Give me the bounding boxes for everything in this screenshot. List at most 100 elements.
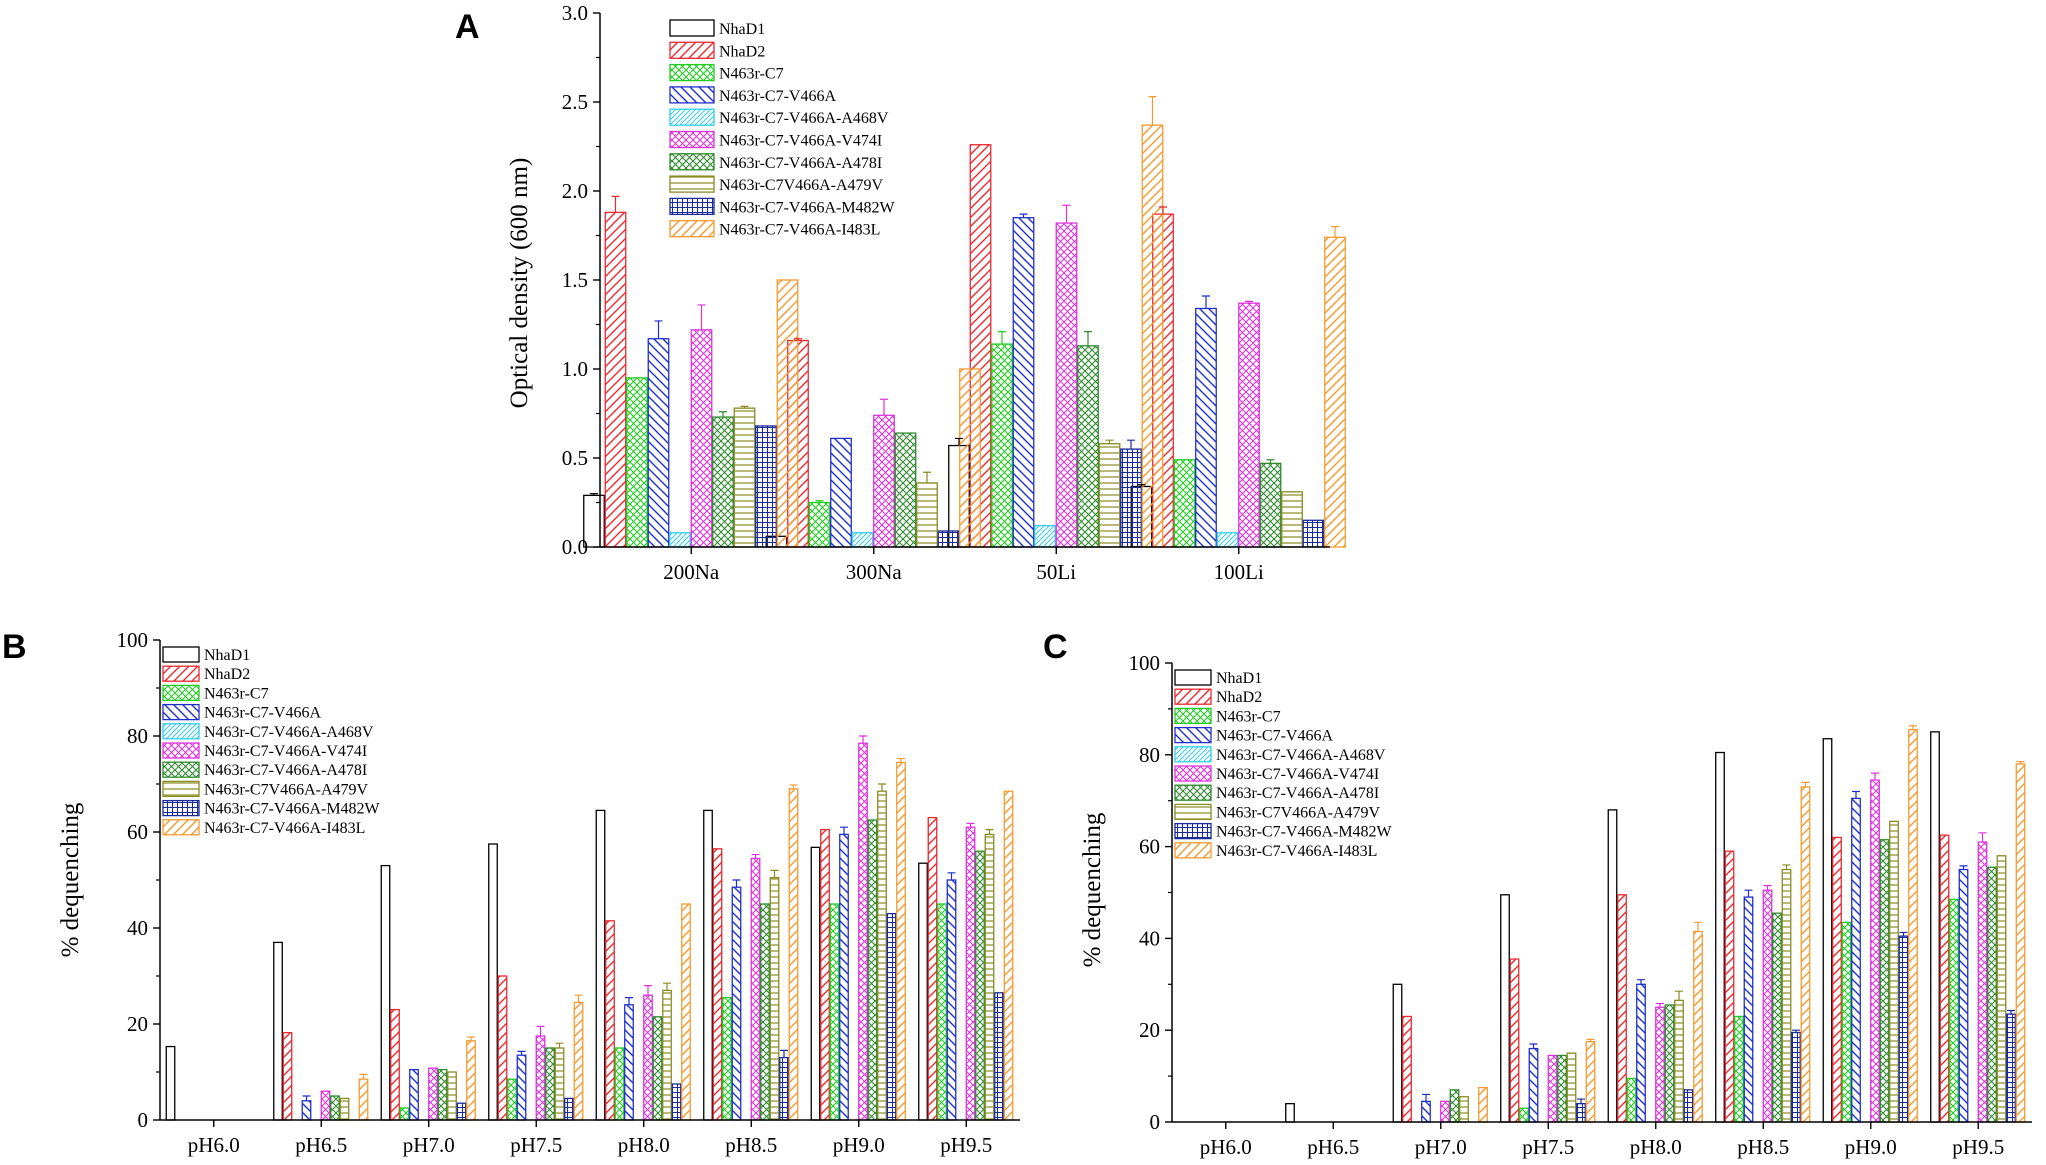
bar-c-pH8.0-s7 xyxy=(1674,999,1684,1123)
panel-b-chart: B % dequenching 0 20 40 60 80 100 pH6.0 pH6.5 pH… xyxy=(2,628,1020,1157)
y-tick-label: 100 xyxy=(117,628,149,652)
y-tick-label: 80 xyxy=(127,724,148,748)
panel-c-chart: C % dequenching 0 20 40 60 80 100 pH6.0 pH6.5 pH… xyxy=(1043,628,2032,1159)
legend-swatch-0 xyxy=(1174,669,1212,686)
error-bar-a-300Na-s5 xyxy=(880,398,888,416)
x-tick-label-pH8.0: pH8.0 xyxy=(1630,1135,1682,1159)
bar-c-pH8.0-s5 xyxy=(1655,1006,1665,1123)
legend-label-0: NhaD1 xyxy=(1216,670,1262,687)
error-bar-b-pH8.0-s7 xyxy=(663,982,671,991)
bar-c-pH6.5-s0 xyxy=(1285,1102,1295,1123)
x-tick-label-pH9.0: pH9.0 xyxy=(833,1133,885,1157)
x-tick-label-pH7.5: pH7.5 xyxy=(1522,1135,1574,1159)
panel-a-ylabel: Optical density (600 nm) xyxy=(506,158,533,409)
legend-swatch-4 xyxy=(669,108,715,126)
error-bar-c-pH9.0-s8 xyxy=(1899,931,1908,937)
bar-c-pH9.5-s3 xyxy=(1958,868,1969,1123)
legend-swatch-4 xyxy=(162,723,200,740)
bar-b-pH8.0-s5 xyxy=(643,994,653,1121)
error-bar-a-100Li-s9 xyxy=(1331,226,1339,238)
y-tick-label: 60 xyxy=(1139,835,1160,859)
error-bar-b-pH7.5-s9 xyxy=(574,994,583,1003)
y-tick-label: 2.0 xyxy=(562,179,588,203)
bar-c-pH9.5-s7 xyxy=(1996,855,2007,1123)
x-tick-label-200Na: 200Na xyxy=(663,560,720,584)
bar-a-200Na-s5 xyxy=(690,329,713,548)
bar-c-pH7.0-s3 xyxy=(1421,1100,1431,1123)
bar-a-200Na-s1 xyxy=(604,211,627,548)
bar-b-pH6.5-s3 xyxy=(301,1100,312,1121)
panel-b-error-bars xyxy=(302,735,994,1101)
bar-c-pH9.5-s6 xyxy=(1987,866,1997,1123)
bar-c-pH7.5-s8 xyxy=(1576,1102,1586,1123)
bar-b-pH9.0-s2 xyxy=(829,903,840,1121)
error-bar-b-pH8.5-s7 xyxy=(770,869,779,878)
panel-a-bars xyxy=(583,124,1346,548)
bar-b-pH9.0-s1 xyxy=(820,828,830,1121)
bar-b-pH8.0-s8 xyxy=(671,1083,682,1121)
bar-b-pH7.5-s2 xyxy=(507,1078,517,1121)
error-bar-c-pH7.5-s8 xyxy=(1577,1098,1585,1104)
error-bar-a-50Li-s6 xyxy=(1084,331,1092,346)
bar-b-pH7.0-s3 xyxy=(409,1068,419,1121)
legend-swatch-7 xyxy=(162,780,200,798)
bar-a-200Na-s9 xyxy=(776,279,799,548)
bar-b-pH7.5-s3 xyxy=(516,1054,527,1121)
legend-label-1: NhaD2 xyxy=(1216,689,1262,706)
bar-c-pH8.5-s9 xyxy=(1800,786,1811,1123)
legend-label-2: N463r-C7 xyxy=(204,685,269,702)
legend-label-9: N463r-C7-V466A-I483L xyxy=(719,222,880,239)
bar-b-pH7.0-s6 xyxy=(437,1068,448,1121)
error-bar-c-pH7.5-s9 xyxy=(1586,1038,1595,1042)
bar-a-100Li-s9 xyxy=(1324,236,1346,548)
legend-swatch-9 xyxy=(162,819,200,836)
bar-c-pH9.0-s6 xyxy=(1879,839,1890,1123)
error-bar-b-pH9.5-s3 xyxy=(947,872,956,880)
error-bar-a-200Na-s5 xyxy=(697,304,706,330)
legend-label-8: N463r-C7-V466A-M482W xyxy=(204,801,381,818)
bar-a-300Na-s2 xyxy=(808,501,831,548)
bar-c-pH7.0-s1 xyxy=(1402,1015,1412,1123)
bar-b-pH6.5-s9 xyxy=(358,1078,369,1121)
legend-label-6: N463r-C7-V466A-A478I xyxy=(204,762,367,779)
legend-label-4: N463r-C7-V466A-A468V xyxy=(204,724,374,741)
y-tick-label: 1.0 xyxy=(562,357,588,381)
error-bar-c-pH9.5-s5 xyxy=(1978,832,1987,843)
bar-c-pH7.5-s9 xyxy=(1585,1041,1596,1123)
panel-b-legend: NhaD1 NhaD2 N463r-C7 N463r-C7-V466A N463r-C7… xyxy=(162,646,381,837)
legend-swatch-0 xyxy=(162,646,200,663)
bar-a-50Li-s4 xyxy=(1034,524,1056,548)
legend-label-8: N463r-C7-V466A-M482W xyxy=(1216,824,1393,841)
bar-b-pH9.5-s2 xyxy=(937,903,947,1121)
error-bar-b-pH8.0-s3 xyxy=(625,997,633,1005)
bar-a-300Na-s8 xyxy=(937,530,960,548)
legend-label-4: N463r-C7-V466A-A468V xyxy=(1216,747,1386,764)
legend-label-3: N463r-C7-V466A xyxy=(204,705,321,722)
bar-b-pH6.5-s0 xyxy=(273,941,283,1121)
bar-b-pH8.0-s1 xyxy=(605,920,615,1121)
legend-swatch-5 xyxy=(1174,765,1212,782)
x-tick-label-pH8.5: pH8.5 xyxy=(1737,1135,1789,1159)
x-tick-label-pH6.0: pH6.0 xyxy=(188,1133,240,1157)
bar-a-100Li-s5 xyxy=(1238,302,1260,548)
error-bar-c-pH7.5-s3 xyxy=(1529,1043,1538,1049)
legend-swatch-6 xyxy=(162,761,200,778)
bar-a-200Na-s4 xyxy=(669,532,691,548)
bar-b-pH8.0-s2 xyxy=(614,1047,625,1121)
bar-b-pH8.0-s9 xyxy=(681,903,691,1121)
y-tick-label: 60 xyxy=(127,820,148,844)
bar-b-pH9.5-s9 xyxy=(1003,790,1014,1121)
bar-c-pH8.5-s7 xyxy=(1781,868,1792,1123)
legend-label-1: NhaD2 xyxy=(204,666,250,683)
x-tick-label-pH9.0: pH9.0 xyxy=(1845,1135,1897,1159)
legend-label-4: N463r-C7-V466A-A468V xyxy=(719,110,889,127)
bar-c-pH9.0-s7 xyxy=(1889,820,1899,1123)
error-bar-a-300Na-s7 xyxy=(923,471,931,483)
bar-a-200Na-s7 xyxy=(733,407,756,548)
bar-c-pH9.5-s5 xyxy=(1977,841,1988,1123)
bar-c-pH9.0-s2 xyxy=(1841,921,1852,1123)
error-bar-b-pH8.0-s5 xyxy=(644,985,652,996)
bar-c-pH9.5-s9 xyxy=(2015,763,2026,1123)
error-bar-c-pH9.5-s3 xyxy=(1959,865,1968,870)
